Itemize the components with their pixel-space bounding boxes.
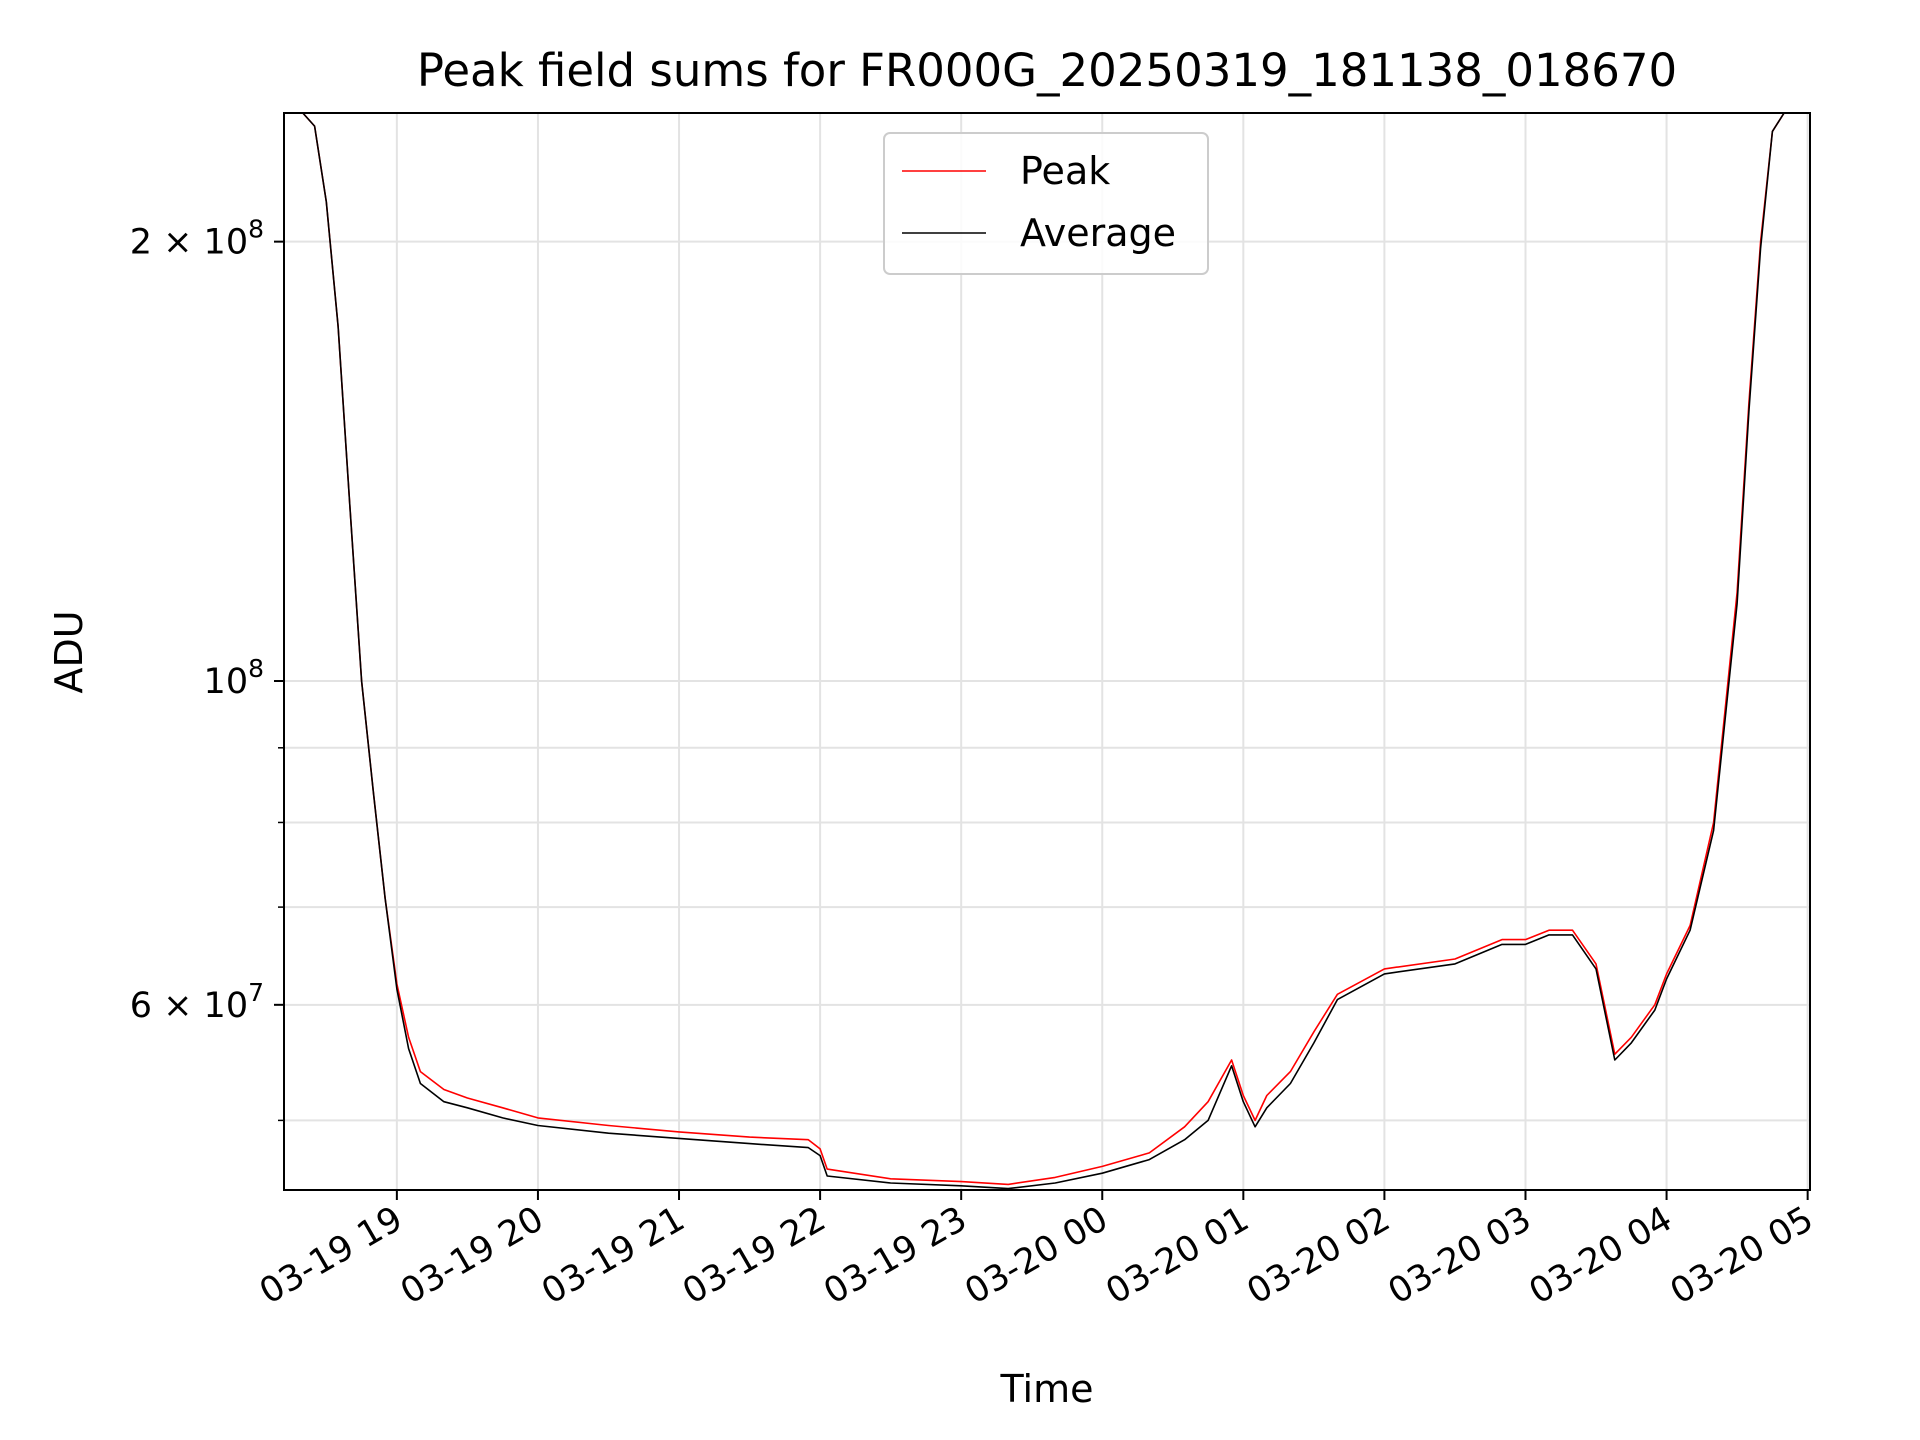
- grid-layer: [284, 113, 1810, 1190]
- chart-title: Peak field sums for FR000G_20250319_1811…: [417, 44, 1677, 97]
- y-tick-label: 2 × 108: [130, 215, 264, 263]
- x-axis-label: Time: [1000, 1367, 1094, 1411]
- legend-label-average: Average: [1020, 211, 1176, 255]
- peak-series-line: [284, 113, 1810, 1186]
- legend-box: [883, 132, 1209, 275]
- y-axis-label: ADU: [47, 610, 91, 693]
- legend-label-peak: Peak: [1020, 149, 1110, 193]
- series-layer: [284, 113, 1810, 1190]
- y-tick-label: 108: [204, 654, 264, 702]
- average-series-line: [284, 113, 1810, 1190]
- legend: Peak Average: [883, 132, 1209, 275]
- plot-frame: [283, 112, 1811, 1191]
- y-tick-label: 6 × 107: [130, 978, 264, 1026]
